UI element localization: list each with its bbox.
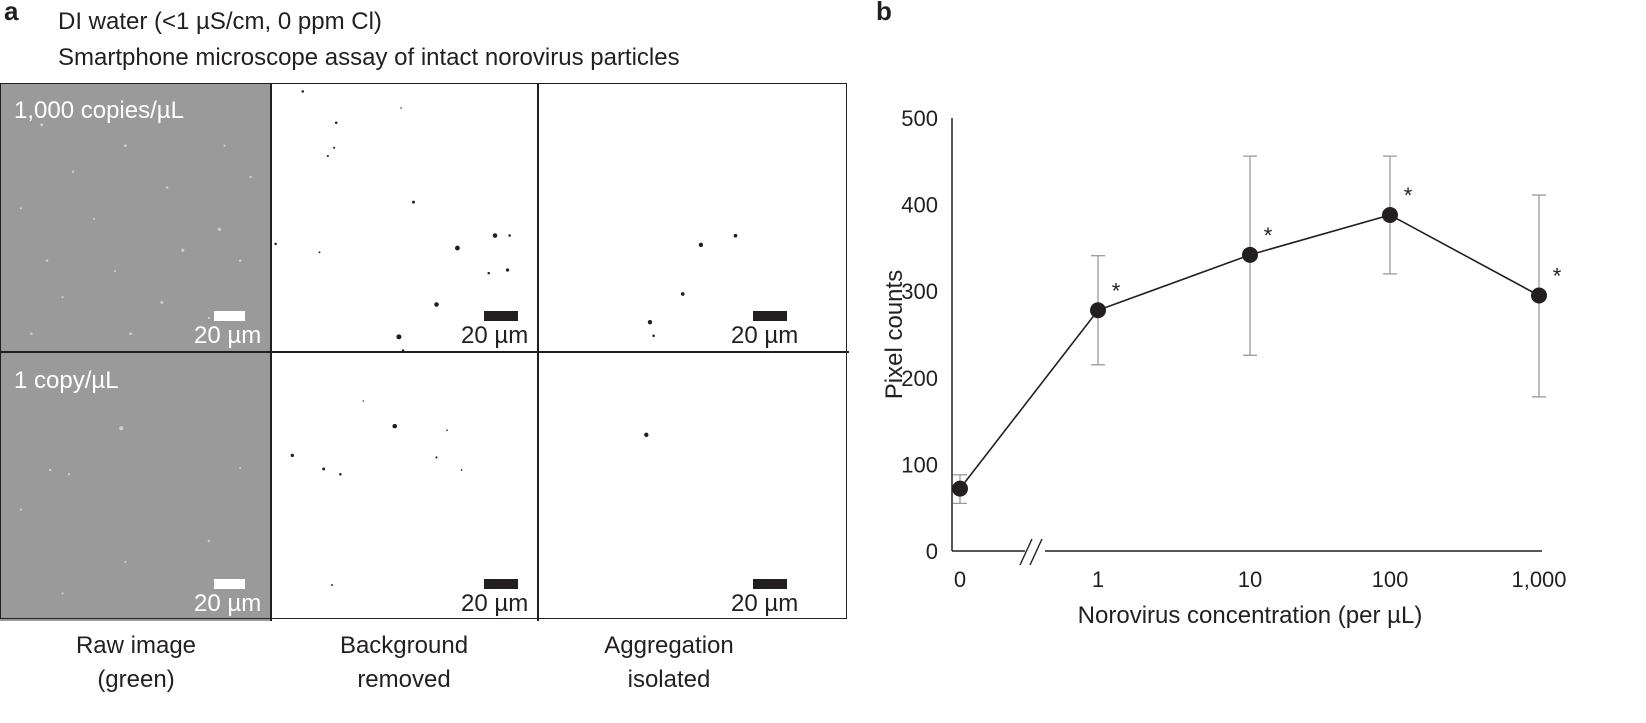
image-grid: 1,000 copies/µL 20 µm 20 µm 20 µm — [0, 83, 849, 621]
scale-bar-label: 20 µm — [731, 590, 799, 617]
x-axis-label: Norovirus concentration (per µL) — [1078, 602, 1423, 629]
scale-bar — [214, 579, 245, 589]
aggregation-isolated-high: 20 µm — [537, 83, 849, 351]
particles-bg-removed-high — [274, 90, 511, 351]
scale-bar-label: 20 µm — [194, 322, 262, 349]
scale-bar-label: 20 µm — [194, 590, 262, 617]
x-tick-label: 1 — [1092, 567, 1104, 592]
raw-image-high: 1,000 copies/µL 20 µm — [0, 83, 270, 351]
panel-a-header-line1: DI water (<1 µS/cm, 0 ppm Cl) — [58, 8, 382, 35]
data-point — [952, 480, 968, 497]
axis-break-mark — [1029, 538, 1043, 566]
aggregation-isolated-low: 20 µm — [537, 351, 849, 621]
axis-break-mark — [1019, 538, 1033, 566]
particles-aggregation-low — [644, 432, 649, 437]
particles-bg-removed-low — [290, 400, 463, 586]
raw-speckle-high — [19, 123, 252, 336]
column-label-background-line2: removed — [357, 666, 451, 693]
column-label-aggregation: Aggregation isolated — [549, 629, 789, 697]
data-point — [1242, 246, 1258, 263]
x-tick-label: 100 — [1372, 567, 1409, 592]
column-label-raw-line1: Raw image — [75, 632, 197, 659]
x-tick-label: 0 — [954, 567, 966, 592]
scale-bar-label: 20 µm — [461, 322, 529, 349]
panel-a-letter: a — [4, 0, 19, 26]
data-point — [1531, 287, 1547, 304]
column-label-background: Background removed — [284, 629, 524, 697]
scale-bar-label: 20 µm — [461, 590, 529, 617]
column-label-aggregation-line1: Aggregation — [604, 632, 734, 659]
significance-marker: * — [1553, 264, 1562, 289]
significance-marker: * — [1264, 223, 1273, 248]
background-removed-high: 20 µm — [270, 83, 539, 351]
y-tick-label: 0 — [926, 539, 938, 564]
scale-bar-label: 20 µm — [731, 322, 799, 349]
y-tick-label: 100 — [901, 452, 938, 477]
significance-marker: * — [1112, 278, 1121, 303]
pixel-count-chart: 0 100 200 300 400 500 0 1 10 100 1,000 Norovirus co… — [881, 106, 1567, 629]
x-tick-label: 10 — [1238, 567, 1262, 592]
column-label-raw-line2: (green) — [97, 666, 175, 693]
y-tick-label: 300 — [901, 279, 938, 304]
column-label-background-line1: Background — [339, 632, 469, 659]
column-label-aggregation-line2: isolated — [627, 666, 711, 693]
raw-image-low: 1 copy/µL 20 µm — [0, 351, 270, 621]
particles-aggregation-high — [647, 233, 738, 338]
y-tick-label: 400 — [901, 193, 938, 218]
data-point — [1382, 206, 1398, 223]
column-label-raw: Raw image (green) — [16, 629, 256, 697]
raw-speckle-low — [19, 426, 242, 595]
scale-bar — [484, 579, 518, 589]
y-tick-label: 500 — [901, 106, 938, 131]
significance-marker: * — [1404, 183, 1413, 208]
scale-bar — [484, 311, 518, 321]
y-tick-label: 200 — [901, 366, 938, 391]
x-tick-label: 1,000 — [1511, 567, 1566, 592]
concentration-label-high: 1,000 copies/µL — [14, 97, 184, 124]
scale-bar — [753, 579, 787, 589]
background-removed-low: 20 µm — [270, 351, 539, 621]
panel-b-letter: b — [876, 0, 892, 26]
y-axis-label: Pixel counts — [881, 270, 908, 399]
scale-bar — [214, 311, 245, 321]
concentration-label-low: 1 copy/µL — [14, 367, 119, 394]
data-point — [1090, 302, 1106, 319]
panel-a-header-line2: Smartphone microscope assay of intact no… — [58, 44, 680, 71]
scale-bar — [753, 311, 787, 321]
